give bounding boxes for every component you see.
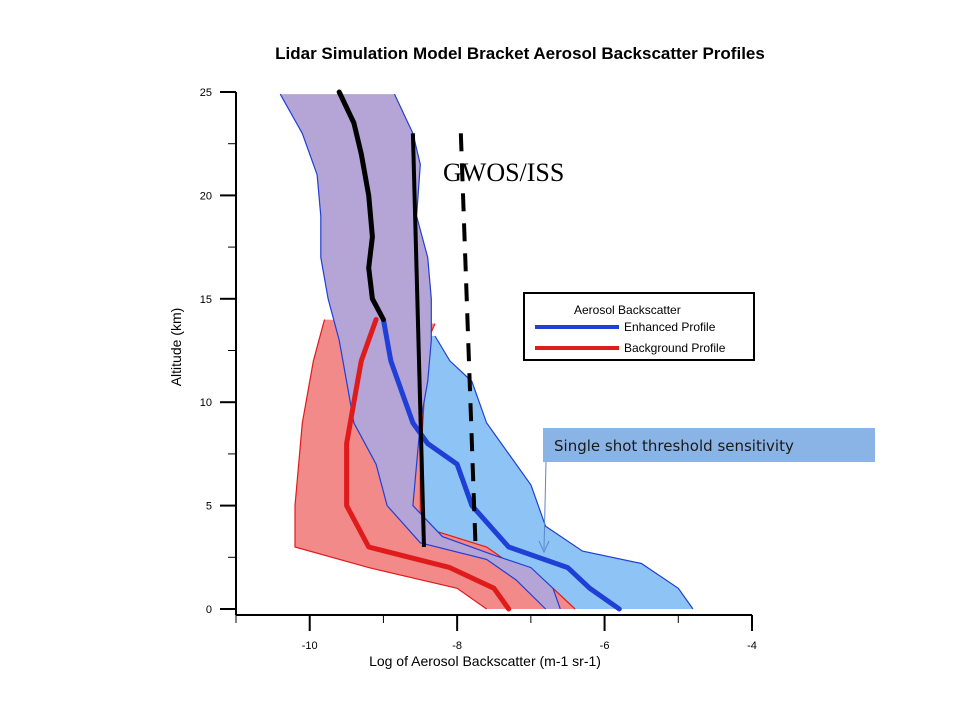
x-tick-label: -10 bbox=[302, 640, 318, 652]
reference-line-dashed bbox=[458, 133, 478, 548]
threshold-callout-arrowhead bbox=[538, 540, 550, 554]
y-tick-label: 15 bbox=[200, 294, 212, 306]
band-2-right-edge bbox=[393, 93, 561, 610]
x-tick-label: -4 bbox=[747, 640, 757, 652]
series-line-1 bbox=[344, 317, 512, 612]
y-tick-label: 20 bbox=[200, 190, 212, 202]
legend-label-enhanced: Enhanced Profile bbox=[624, 320, 716, 334]
threshold-callout-text: Single shot threshold sensitivity bbox=[554, 437, 794, 455]
legend-title: Aerosol Backscatter bbox=[574, 303, 681, 317]
band-0-right-edge bbox=[434, 335, 694, 610]
y-tick-label: 5 bbox=[206, 501, 212, 513]
x-axis-label: Log of Aerosol Backscatter (m-1 sr-1) bbox=[369, 653, 601, 669]
band-2-left-edge bbox=[279, 93, 547, 610]
y-tick-label: 25 bbox=[200, 87, 212, 99]
gwos-iss-annotation: GWOS/ISS bbox=[443, 158, 564, 187]
x-tick-label: -6 bbox=[600, 640, 610, 652]
legend-label-background: Background Profile bbox=[624, 341, 726, 355]
legend: Aerosol Backscatter Enhanced Profile Bac… bbox=[523, 292, 755, 361]
series-line-0 bbox=[380, 317, 622, 612]
chart-title: Lidar Simulation Model Bracket Aerosol B… bbox=[275, 44, 765, 63]
x-tick-label: -8 bbox=[452, 640, 462, 652]
y-tick-label: 0 bbox=[206, 604, 212, 616]
band-1-left-edge bbox=[294, 319, 487, 610]
y-tick-label: 10 bbox=[200, 397, 212, 409]
plot-area bbox=[279, 89, 694, 612]
reference-line-solid bbox=[410, 133, 426, 548]
threshold-callout-arrow bbox=[543, 461, 547, 550]
threshold-callout: Single shot threshold sensitivity bbox=[538, 428, 875, 554]
threshold-callout-box bbox=[543, 428, 875, 462]
axes: 0 5 10 15 20 25 -10 -8 -6 -4 bbox=[200, 87, 757, 652]
series-line-2 bbox=[336, 89, 386, 322]
y-axis-label: Altitude (km) bbox=[168, 308, 184, 387]
